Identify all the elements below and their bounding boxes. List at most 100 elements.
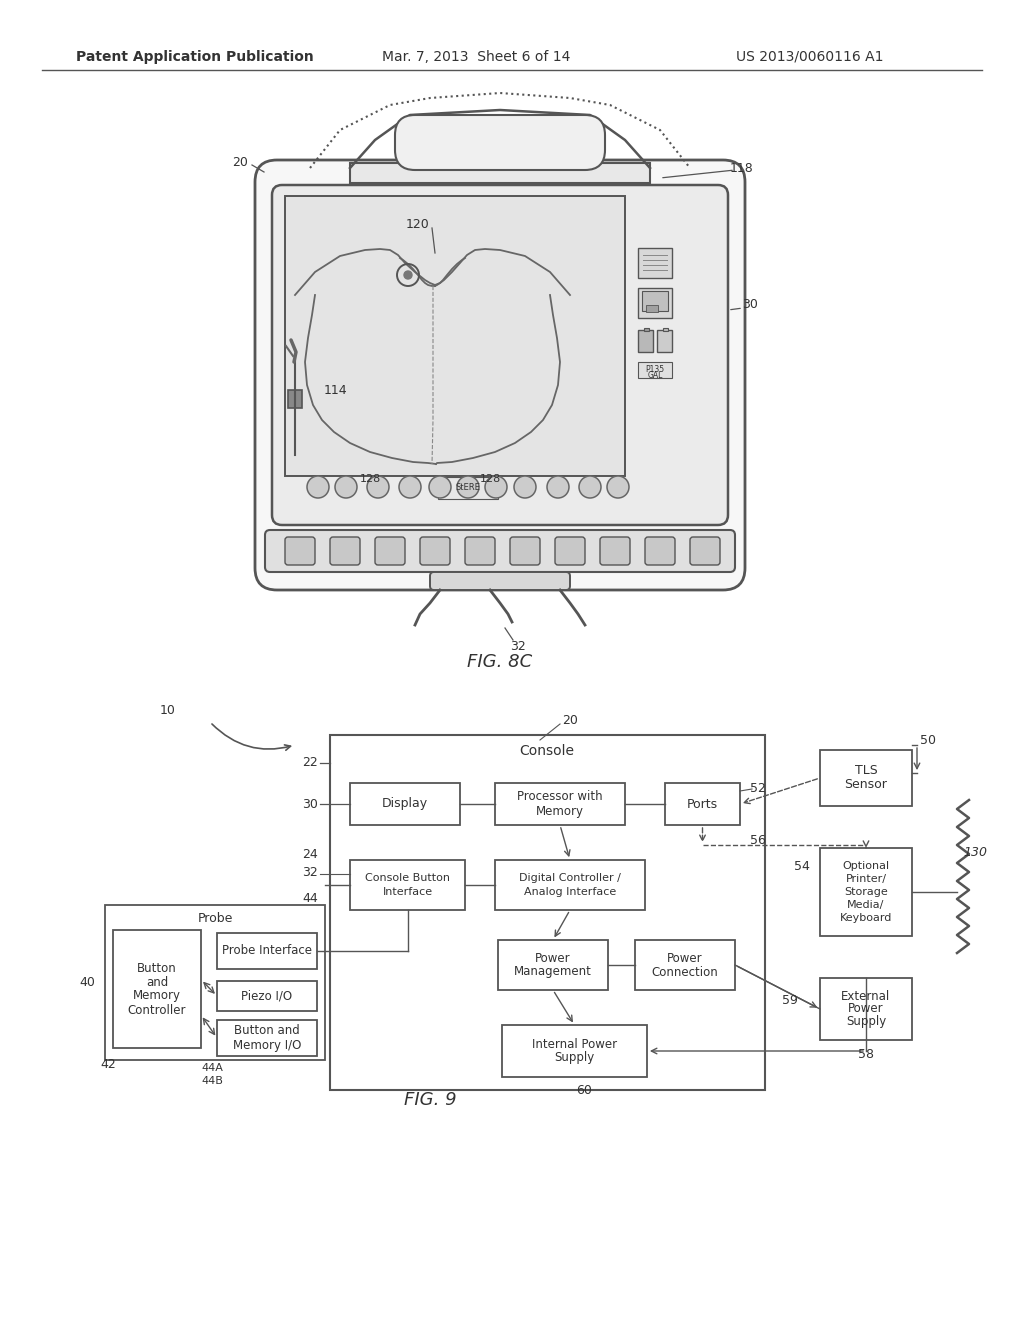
Bar bbox=[638, 248, 672, 279]
Text: 32: 32 bbox=[302, 866, 317, 879]
Text: 56: 56 bbox=[750, 833, 766, 846]
Bar bbox=[113, 931, 201, 1048]
Text: Supply: Supply bbox=[846, 1015, 886, 1028]
Bar bbox=[646, 305, 658, 312]
Text: 54: 54 bbox=[794, 859, 810, 873]
FancyBboxPatch shape bbox=[645, 537, 675, 565]
Text: and: and bbox=[145, 975, 168, 989]
Text: Probe Interface: Probe Interface bbox=[222, 945, 312, 957]
Bar bbox=[638, 362, 672, 378]
Text: GAL: GAL bbox=[647, 371, 663, 380]
Text: Power: Power bbox=[668, 952, 702, 965]
Bar bbox=[495, 783, 625, 825]
Text: Printer/: Printer/ bbox=[846, 874, 887, 884]
Text: Memory: Memory bbox=[133, 990, 181, 1002]
Bar bbox=[820, 750, 912, 807]
Text: Memory: Memory bbox=[536, 804, 584, 817]
Bar bbox=[502, 1026, 647, 1077]
Text: Connection: Connection bbox=[651, 965, 719, 978]
Text: 20: 20 bbox=[562, 714, 578, 726]
Text: US 2013/0060116 A1: US 2013/0060116 A1 bbox=[736, 50, 884, 63]
FancyBboxPatch shape bbox=[285, 537, 315, 565]
Bar bbox=[217, 1020, 317, 1056]
Circle shape bbox=[485, 477, 507, 498]
Text: Patent Application Publication: Patent Application Publication bbox=[76, 50, 314, 63]
Bar bbox=[350, 861, 465, 909]
FancyBboxPatch shape bbox=[690, 537, 720, 565]
Text: 22: 22 bbox=[302, 756, 317, 770]
Bar bbox=[638, 288, 672, 318]
Text: 59: 59 bbox=[782, 994, 798, 1006]
Circle shape bbox=[404, 271, 412, 279]
FancyBboxPatch shape bbox=[255, 160, 745, 590]
Text: 44A: 44A bbox=[201, 1063, 223, 1073]
Circle shape bbox=[514, 477, 536, 498]
FancyBboxPatch shape bbox=[600, 537, 630, 565]
Text: Digital Controller /: Digital Controller / bbox=[519, 873, 621, 883]
Text: Supply: Supply bbox=[554, 1052, 595, 1064]
Bar bbox=[350, 783, 460, 825]
Text: 10: 10 bbox=[160, 704, 176, 717]
Text: Controller: Controller bbox=[128, 1003, 186, 1016]
FancyBboxPatch shape bbox=[395, 115, 605, 170]
Bar bbox=[498, 940, 608, 990]
Text: Sensor: Sensor bbox=[845, 779, 888, 792]
Text: 30: 30 bbox=[742, 298, 758, 312]
Text: Power: Power bbox=[536, 952, 570, 965]
Text: 120: 120 bbox=[407, 219, 430, 231]
Text: 128: 128 bbox=[479, 474, 501, 484]
Text: Piezo I/O: Piezo I/O bbox=[242, 990, 293, 1002]
Circle shape bbox=[399, 477, 421, 498]
Text: Console: Console bbox=[519, 744, 574, 758]
Text: Optional: Optional bbox=[843, 861, 890, 871]
Circle shape bbox=[547, 477, 569, 498]
Text: Mar. 7, 2013  Sheet 6 of 14: Mar. 7, 2013 Sheet 6 of 14 bbox=[382, 50, 570, 63]
FancyBboxPatch shape bbox=[272, 185, 728, 525]
Text: 20: 20 bbox=[232, 157, 248, 169]
Circle shape bbox=[429, 477, 451, 498]
Text: Probe: Probe bbox=[198, 912, 232, 924]
Bar bbox=[285, 195, 625, 477]
Text: P135: P135 bbox=[645, 366, 665, 375]
Bar bbox=[820, 978, 912, 1040]
Text: Display: Display bbox=[382, 797, 428, 810]
Bar bbox=[657, 330, 672, 352]
Text: Memory I/O: Memory I/O bbox=[232, 1039, 301, 1052]
Text: 58: 58 bbox=[858, 1048, 874, 1061]
Bar bbox=[644, 327, 649, 331]
Text: Ports: Ports bbox=[687, 797, 718, 810]
FancyBboxPatch shape bbox=[375, 537, 406, 565]
Text: Keyboard: Keyboard bbox=[840, 913, 892, 923]
Bar bbox=[288, 389, 302, 408]
Text: Interface: Interface bbox=[382, 887, 432, 898]
Text: Storage: Storage bbox=[844, 887, 888, 898]
Text: 50: 50 bbox=[920, 734, 936, 747]
Circle shape bbox=[367, 477, 389, 498]
Bar bbox=[438, 477, 498, 499]
Text: Button and: Button and bbox=[234, 1024, 300, 1038]
Text: 128: 128 bbox=[359, 474, 381, 484]
Circle shape bbox=[457, 477, 479, 498]
Circle shape bbox=[579, 477, 601, 498]
Text: Processor with: Processor with bbox=[517, 791, 603, 804]
Bar bbox=[217, 933, 317, 969]
FancyBboxPatch shape bbox=[555, 537, 585, 565]
FancyBboxPatch shape bbox=[330, 537, 360, 565]
Bar bbox=[665, 783, 740, 825]
Bar bbox=[105, 906, 325, 1060]
Circle shape bbox=[607, 477, 629, 498]
Text: 60: 60 bbox=[577, 1085, 593, 1097]
Text: Internal Power: Internal Power bbox=[531, 1038, 617, 1051]
Circle shape bbox=[307, 477, 329, 498]
Text: 44B: 44B bbox=[201, 1076, 223, 1086]
Text: FIG. 9: FIG. 9 bbox=[403, 1092, 457, 1109]
Text: 130: 130 bbox=[963, 846, 987, 858]
FancyBboxPatch shape bbox=[430, 572, 570, 590]
Circle shape bbox=[335, 477, 357, 498]
Text: 52: 52 bbox=[750, 781, 766, 795]
Text: Power: Power bbox=[848, 1002, 884, 1015]
Text: External: External bbox=[842, 990, 891, 1002]
Bar bbox=[820, 847, 912, 936]
FancyBboxPatch shape bbox=[265, 531, 735, 572]
Text: 32: 32 bbox=[510, 639, 526, 652]
